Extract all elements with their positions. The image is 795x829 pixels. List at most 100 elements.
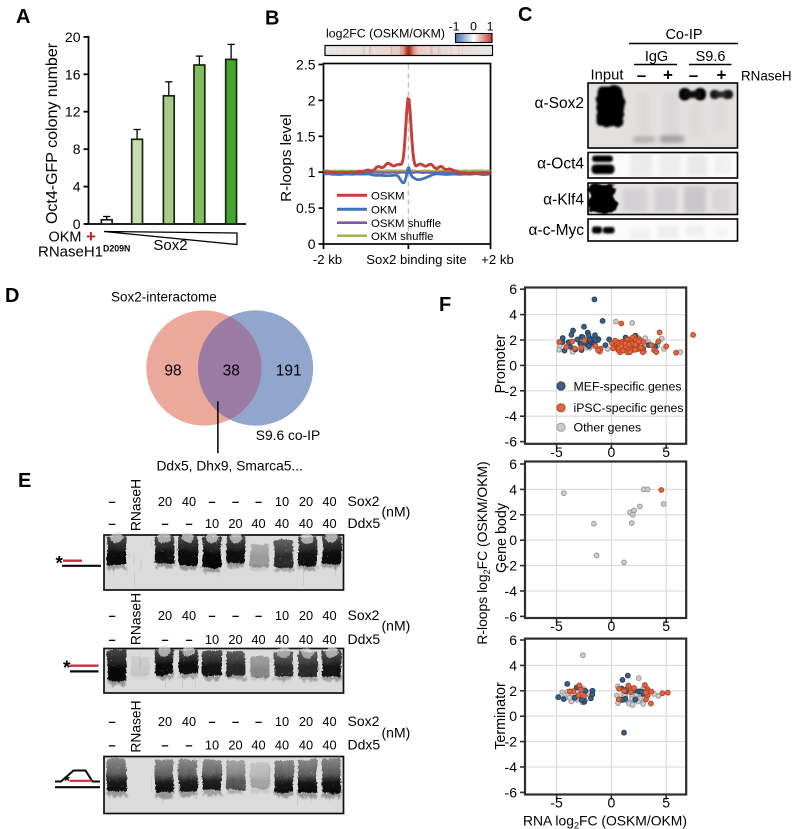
svg-text:Ddx5: Ddx5 [348,737,381,753]
svg-text:–: – [185,632,192,647]
svg-text:Oct4-GFP colony number: Oct4-GFP colony number [44,42,61,224]
svg-text:–: – [689,66,698,85]
svg-text:Other genes: Other genes [574,421,642,435]
svg-text:0: 0 [73,216,81,232]
svg-text:98: 98 [164,362,181,379]
svg-text:–: – [185,516,192,531]
svg-text:–: – [108,608,115,623]
svg-text:-5: -5 [550,618,563,634]
svg-text:(nM): (nM) [382,618,411,634]
svg-text:α-Oct4: α-Oct4 [537,156,584,173]
svg-text:–: – [108,516,115,531]
svg-text:RNA log2FC (OSKM/OKM): RNA log2FC (OSKM/OKM) [523,813,687,829]
svg-text:0: 0 [608,444,616,460]
svg-text:38: 38 [223,362,240,379]
svg-text:1: 1 [308,164,316,180]
svg-text:40: 40 [251,632,265,647]
svg-text:–: – [208,714,215,729]
svg-text:0.5: 0.5 [296,200,316,216]
svg-text:40: 40 [322,738,336,753]
svg-text:5: 5 [662,795,670,811]
svg-text:1.5: 1.5 [296,128,316,144]
svg-text:10: 10 [205,738,219,753]
svg-text:20: 20 [65,29,81,45]
svg-text:–: – [108,738,115,753]
svg-text:–: – [232,608,239,623]
svg-text:–: – [161,738,168,753]
svg-text:–: – [108,494,115,509]
svg-text:RNaseH: RNaseH [129,593,144,645]
svg-text:2.5: 2.5 [296,57,316,73]
svg-text:40: 40 [251,516,265,531]
svg-text:+: + [86,227,96,246]
svg-text:-2: -2 [505,734,518,750]
svg-text:40: 40 [322,494,336,509]
svg-text:2: 2 [509,683,517,699]
svg-text:–: – [232,714,239,729]
svg-text:*: * [56,554,64,575]
svg-text:0: 0 [509,532,517,548]
svg-text:-6: -6 [505,608,518,624]
svg-text:OSKM shuffle: OSKM shuffle [371,218,441,230]
svg-text:R-loops log2FC (OSKM/OKM): R-loops log2FC (OSKM/OKM) [474,461,492,644]
svg-text:40: 40 [322,632,336,647]
svg-text:Gene body: Gene body [494,502,510,573]
svg-text:10: 10 [275,494,289,509]
svg-text:F: F [439,294,451,316]
svg-text:IgG: IgG [645,49,668,65]
svg-text:Promoter: Promoter [493,334,509,393]
svg-text:20: 20 [299,714,313,729]
svg-text:OSKM: OSKM [371,190,405,202]
svg-text:–: – [637,66,646,85]
svg-text:40: 40 [182,714,196,729]
svg-text:–: – [255,608,262,623]
svg-text:20: 20 [228,738,242,753]
svg-text:R-loops level: R-loops level [278,114,295,202]
svg-text:0: 0 [509,357,517,373]
svg-text:S9.6 co-IP: S9.6 co-IP [256,428,320,443]
svg-text:20: 20 [158,608,172,623]
svg-text:10: 10 [275,608,289,623]
svg-text:-2: -2 [505,383,518,399]
svg-text:-5: -5 [550,795,563,811]
svg-text:iPSC-specific genes: iPSC-specific genes [574,401,684,415]
svg-text:20: 20 [228,632,242,647]
svg-text:–: – [108,632,115,647]
svg-text:-4: -4 [505,759,518,775]
svg-text:OKM shuffle: OKM shuffle [371,231,433,243]
svg-text:α-c-Myc: α-c-Myc [529,222,585,239]
svg-text:20: 20 [299,494,313,509]
svg-text:20: 20 [299,608,313,623]
svg-text:Terminator: Terminator [493,682,509,750]
svg-text:–: – [255,494,262,509]
svg-text:C: C [518,4,532,26]
svg-text:10: 10 [205,516,219,531]
svg-text:Sox2: Sox2 [348,713,380,729]
svg-text:–: – [161,516,168,531]
svg-text:Input: Input [591,68,624,84]
svg-text:6: 6 [509,281,517,297]
svg-text:-5: -5 [550,444,563,460]
svg-text:Ddx5: Ddx5 [348,515,381,531]
svg-text:4: 4 [509,481,517,497]
svg-text:40: 40 [322,714,336,729]
svg-text:0: 0 [608,618,616,634]
svg-text:0: 0 [470,20,477,34]
svg-text:α-Sox2: α-Sox2 [535,95,584,112]
svg-text:0: 0 [509,708,517,724]
svg-text:Sox2: Sox2 [348,493,380,509]
svg-text:0: 0 [608,795,616,811]
svg-text:–: – [185,738,192,753]
svg-text:40: 40 [275,516,289,531]
svg-text:–: – [232,494,239,509]
svg-text:(nM): (nM) [382,725,411,741]
svg-text:40: 40 [322,608,336,623]
svg-text:E: E [18,470,31,492]
svg-text:B: B [265,8,279,30]
svg-text:40: 40 [299,516,313,531]
svg-text:+: + [717,66,727,85]
svg-text:40: 40 [322,516,336,531]
svg-text:A: A [16,6,30,28]
svg-text:Sox2: Sox2 [348,607,380,623]
svg-text:*: * [63,658,71,679]
